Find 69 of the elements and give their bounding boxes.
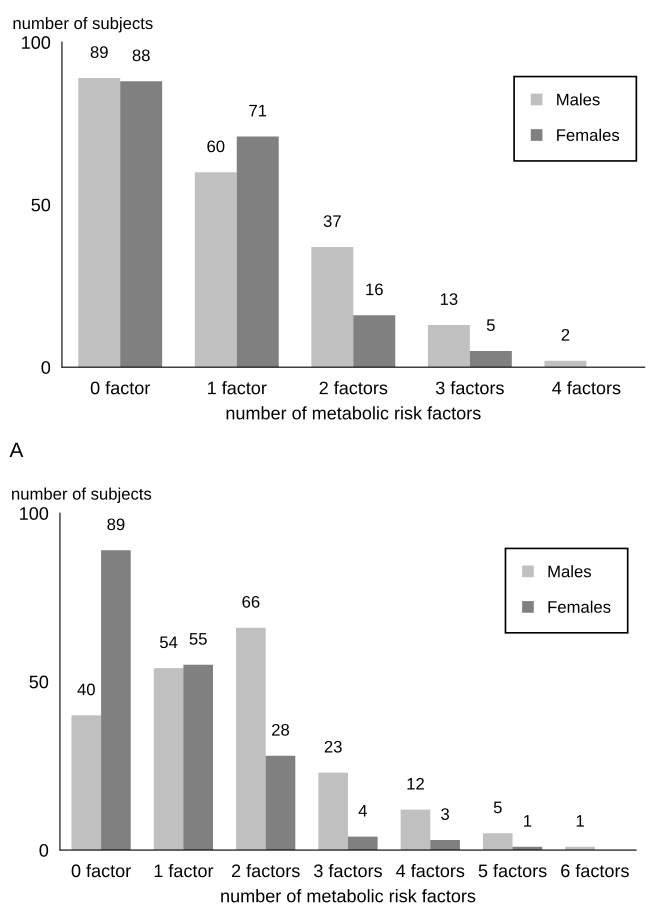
data-label: 89 <box>107 518 124 530</box>
data-label: 12 <box>407 778 424 790</box>
bar <box>428 324 470 368</box>
y-axis-title: number of subjects <box>12 488 152 504</box>
x-tick-label: 5 factors <box>478 864 547 878</box>
data-label: 71 <box>249 104 266 116</box>
data-label: 1 <box>524 815 532 827</box>
data-label: 60 <box>207 140 224 152</box>
x-tick-label: 4 factors <box>552 381 620 394</box>
data-label: 13 <box>440 293 458 305</box>
bar <box>318 772 348 850</box>
x-tick-label: 0 factor <box>72 864 131 878</box>
bar <box>430 840 460 850</box>
data-label: 88 <box>132 49 150 62</box>
y-tick-label: 100 <box>20 507 48 520</box>
x-tick-label: 1 factor <box>208 381 267 394</box>
bar <box>348 836 378 850</box>
legend-label: Males <box>548 565 591 578</box>
x-tick-label: 4 factors <box>396 864 464 878</box>
data-label: 5 <box>486 319 495 331</box>
data-label: 89 <box>90 46 108 58</box>
bar <box>236 136 279 368</box>
bar <box>101 550 131 850</box>
y-tick-label: 0 <box>41 361 50 374</box>
x-tick-label: 3 factors <box>314 864 382 878</box>
y-axis-title: number of subjects <box>14 16 153 32</box>
bar <box>544 360 586 368</box>
x-tick-label: 2 factors <box>320 381 388 394</box>
bar <box>311 246 354 368</box>
legend-label: Females <box>557 128 620 142</box>
data-label: 66 <box>242 596 260 608</box>
bar <box>71 715 102 850</box>
bar <box>400 810 430 850</box>
bar <box>194 172 237 368</box>
data-label: 37 <box>324 215 341 227</box>
y-tick-label: 50 <box>31 198 50 212</box>
y-tick-label: 100 <box>22 36 50 49</box>
data-label: 23 <box>324 740 342 753</box>
data-label: 1 <box>576 815 584 827</box>
data-label: 3 <box>441 808 449 820</box>
bar <box>470 350 512 368</box>
bar <box>353 315 396 368</box>
x-tick-label: 2 factors <box>232 864 300 878</box>
bar <box>154 668 184 850</box>
data-label: 40 <box>77 684 95 696</box>
data-label: 5 <box>494 802 502 814</box>
legend-label: Females <box>548 600 610 613</box>
x-tick-label: 3 factors <box>436 381 504 394</box>
data-label: 28 <box>272 724 290 736</box>
bar <box>183 664 214 850</box>
text: A <box>10 442 24 458</box>
x-tick-label: 1 factor <box>154 864 214 878</box>
data-label: 16 <box>366 283 383 296</box>
bar <box>266 756 296 850</box>
data-label: 2 <box>562 328 570 341</box>
x-axis-title: number of metabolic risk factors <box>226 406 481 420</box>
x-tick-label: 6 factors <box>561 864 629 878</box>
bar <box>236 628 266 850</box>
y-tick-label: 0 <box>39 844 48 857</box>
data-label: 54 <box>160 636 178 648</box>
y-tick-label: 50 <box>29 676 48 688</box>
bar <box>120 81 162 368</box>
x-tick-label: 0 factor <box>90 381 150 394</box>
bar <box>482 833 513 850</box>
bar <box>78 78 120 368</box>
data-label: 4 <box>358 805 367 816</box>
legend-label: Males <box>557 93 600 106</box>
x-axis-title: number of metabolic risk factors <box>221 889 476 902</box>
data-label: 55 <box>190 633 207 645</box>
